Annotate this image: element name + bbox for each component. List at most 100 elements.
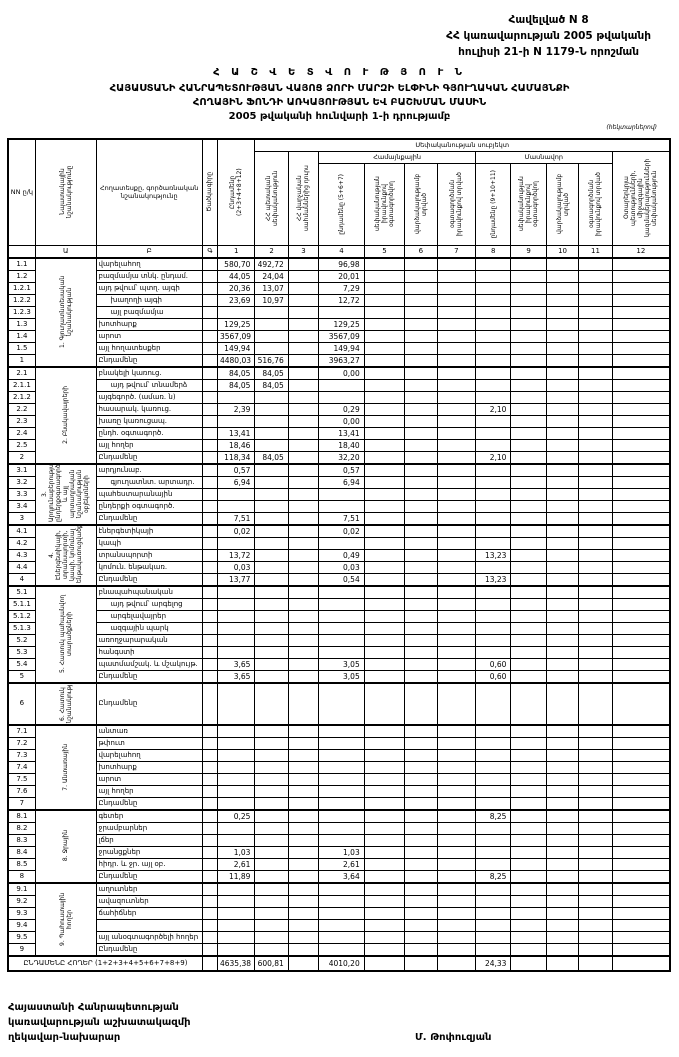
value-cell-col9 (510, 645, 547, 659)
value-cell-col11 (578, 378, 613, 392)
value-cell-col4: 12,72 (318, 293, 365, 307)
value-cell-col8 (475, 930, 512, 944)
value-cell-col7 (436, 450, 477, 464)
value-cell-col11 (578, 341, 613, 355)
value-cell-col10 (545, 536, 580, 550)
land-type-label: Ընդամենը (95, 796, 203, 810)
value-cell-col6 (404, 353, 438, 367)
value-cell-col2 (254, 772, 289, 786)
value-cell-col11 (578, 499, 613, 513)
land-type-label: ճահիճներ (95, 906, 203, 920)
value-cell-col10 (545, 894, 580, 908)
value-cell-col10 (545, 942, 580, 956)
value-cell-col11 (578, 269, 613, 283)
value-cell-col7 (436, 736, 477, 750)
value-cell-col1: 0,25 (216, 808, 256, 823)
value-cell-col9 (510, 609, 547, 623)
value-cell-col5 (363, 523, 406, 538)
column-number: 5 (363, 244, 406, 258)
value-cell-col10 (545, 281, 580, 295)
value-cell-col12 (611, 572, 671, 586)
value-cell-col7 (436, 784, 477, 798)
value-cell-col5 (363, 281, 406, 295)
header-ownership: Սեփականության սուբյեկտ (254, 138, 671, 152)
value-cell-col12 (611, 906, 671, 920)
value-cell-col4: 3,64 (318, 869, 365, 883)
code-cell (201, 869, 218, 883)
value-cell-col4 (318, 808, 365, 823)
value-cell-col1: 13,77 (216, 572, 256, 586)
value-cell-col3 (287, 657, 320, 671)
code-cell (201, 609, 218, 623)
document-title: Հ Ա Շ Վ Ե Տ Վ Ո Ւ Թ Յ Ո Ւ Ն (213, 67, 466, 78)
value-cell-col2 (254, 657, 289, 671)
value-cell-col8 (475, 796, 512, 810)
table-row: 2.1.2 այգեգործ. (ամառ. ն) (7, 390, 671, 404)
value-cell-col1: 23,69 (216, 293, 256, 307)
value-cell-col12 (611, 341, 671, 355)
land-type-label: ջրամբարներ (95, 821, 203, 835)
value-cell-col11 (578, 784, 613, 798)
value-cell-col5 (363, 390, 406, 404)
value-cell-col11 (578, 438, 613, 452)
table-row: 1.4 արոտ 3567,09 3567,09 (7, 329, 671, 343)
code-cell (201, 584, 218, 599)
column-number: Ա (34, 244, 97, 258)
value-cell-col1 (216, 760, 256, 774)
value-cell-col12 (611, 269, 671, 283)
value-cell-col11 (578, 906, 613, 920)
value-cell-col10 (545, 930, 580, 944)
value-cell-col8 (475, 414, 512, 428)
table-row: 8.1 8. Ջրային գետեր 0,25 8,25 (7, 808, 671, 883)
value-cell-col1 (216, 772, 256, 786)
code-cell (201, 669, 218, 683)
row-number: 7.4 (7, 760, 36, 774)
value-cell-col8: 8,25 (475, 869, 512, 883)
value-cell-col9 (510, 511, 547, 525)
value-cell-col10 (545, 438, 580, 452)
value-cell-col8: 13,23 (475, 572, 512, 586)
value-cell-col3 (287, 669, 320, 683)
value-cell-col7 (436, 523, 477, 538)
value-cell-col7 (436, 681, 477, 725)
value-cell-col1 (216, 621, 256, 635)
table-row: 2.4 ընդհ. օգտագործ. 13,41 13,41 (7, 426, 671, 440)
value-cell-col7 (436, 748, 477, 762)
value-cell-col12 (611, 736, 671, 750)
code-cell (201, 760, 218, 774)
value-cell-col1 (216, 736, 256, 750)
column-number: 4 (318, 244, 365, 258)
value-cell-col1: 20,36 (216, 281, 256, 295)
value-cell-col5 (363, 450, 406, 464)
value-cell-col8 (475, 438, 512, 452)
value-cell-col6 (404, 560, 438, 574)
land-type-label: վարելահող (95, 748, 203, 762)
table-row: 7.3 վարելահող (7, 748, 671, 762)
value-cell-col10 (545, 475, 580, 489)
row-number: 1.1 (7, 256, 36, 271)
value-cell-col10 (545, 784, 580, 798)
value-cell-col2 (254, 918, 289, 932)
value-cell-col9 (510, 572, 547, 586)
value-cell-col10 (545, 560, 580, 574)
value-cell-col2 (254, 426, 289, 440)
value-cell-col5 (363, 426, 406, 440)
table-container: NN ը/կ Նպատակային նշանակությունը Հողատես… (7, 138, 671, 972)
value-cell-col6 (404, 365, 438, 380)
value-cell-col11 (578, 748, 613, 762)
value-cell-col2 (254, 548, 289, 562)
code-cell (201, 857, 218, 871)
section-label-text: 6. Հատուկ նշանակության (58, 682, 73, 723)
value-cell-col2 (254, 584, 289, 599)
value-cell-col7 (436, 906, 477, 920)
row-number: 4 (7, 572, 36, 586)
value-cell-col4 (318, 499, 365, 513)
value-cell-col11 (578, 633, 613, 647)
value-cell-col12 (611, 942, 671, 956)
table-row: 3.2 գյուղատնտ. արտադր. 6,94 6,94 (7, 475, 671, 489)
value-cell-col1 (216, 414, 256, 428)
row-number: 7.6 (7, 784, 36, 798)
value-cell-col11 (578, 723, 613, 738)
value-cell-col9 (510, 930, 547, 944)
value-cell-col10 (545, 353, 580, 367)
